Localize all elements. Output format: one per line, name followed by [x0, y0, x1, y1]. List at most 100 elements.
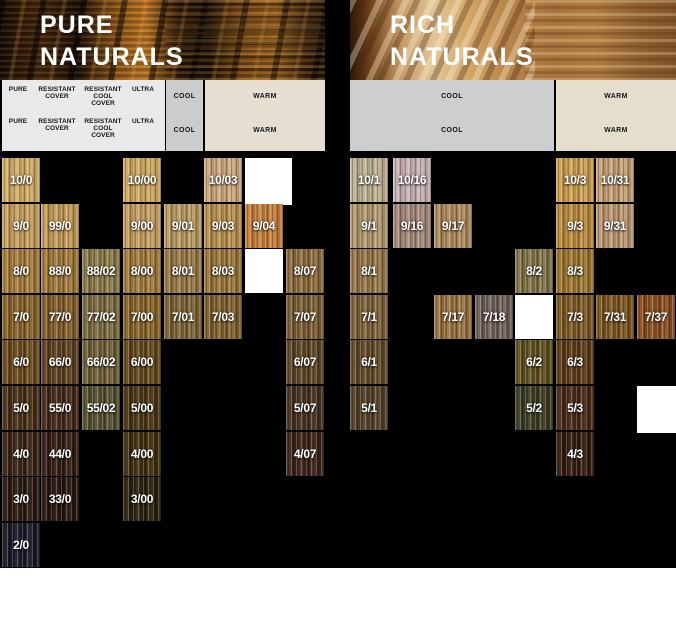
cool-label: COOL: [173, 127, 196, 134]
swatch-7-0: 7/0: [2, 295, 40, 339]
swatch-blank: [245, 158, 292, 205]
swatch-10-00: 10/00: [123, 158, 161, 202]
swatch-10-3: 10/3: [556, 158, 594, 202]
rich-naturals-warm-header: WARM WARM: [556, 80, 676, 151]
swatch-5-3: 5/3: [556, 386, 594, 430]
swatch-9-16: 9/16: [393, 204, 431, 248]
swatch-33-0: 33/0: [41, 477, 79, 521]
column-header-resistant-cover: RESISTANT COVER: [38, 86, 76, 100]
swatch-blank: [637, 386, 676, 433]
swatch-9-01: 9/01: [164, 204, 202, 248]
swatch-8-0: 8/0: [2, 249, 40, 293]
swatch-66-02: 66/02: [82, 340, 120, 384]
swatch-55-0: 55/0: [41, 386, 79, 430]
swatch-77-0: 77/0: [41, 295, 79, 339]
cool-label: COOL: [441, 93, 463, 100]
swatch-10-0: 10/0: [2, 158, 40, 202]
swatch-7-17: 7/17: [434, 295, 472, 339]
swatch-10-03: 10/03: [204, 158, 242, 202]
swatch-4-3: 4/3: [556, 432, 594, 476]
swatch-7-1: 7/1: [350, 295, 388, 339]
swatch-blank: [245, 249, 283, 293]
swatch-5-0: 5/0: [2, 386, 40, 430]
swatch-10-16: 10/16: [393, 158, 431, 202]
swatch-8-3: 8/3: [556, 249, 594, 293]
shade-chart-board: PURE NATURALS RICH NATURALS PURE PURE RESI…: [0, 0, 676, 568]
swatch-5-00: 5/00: [123, 386, 161, 430]
swatch-7-00: 7/00: [123, 295, 161, 339]
swatch-2-0: 2/0: [2, 523, 40, 567]
swatch-4-0: 4/0: [2, 432, 40, 476]
swatch-3-0: 3/0: [2, 477, 40, 521]
swatch-9-00: 9/00: [123, 204, 161, 248]
column-header-resistant-cool-cover: RESISTANT COOL COVER: [84, 86, 122, 107]
swatch-4-00: 4/00: [123, 432, 161, 476]
swatch-7-07: 7/07: [286, 295, 324, 339]
swatch-6-00: 6/00: [123, 340, 161, 384]
swatch-9-03: 9/03: [204, 204, 242, 248]
warm-label: WARM: [604, 127, 628, 134]
rich-naturals-photo: [350, 0, 676, 80]
warm-label: WARM: [253, 127, 277, 134]
pure-naturals-photo: [0, 0, 325, 80]
swatch-6-0: 6/0: [2, 340, 40, 384]
swatch-66-0: 66/0: [41, 340, 79, 384]
cool-label: COOL: [173, 93, 196, 100]
column-header-resistant-cover: RESISTANT COVER: [38, 118, 76, 132]
pure-naturals-cool-header: COOL COOL: [166, 80, 203, 151]
swatch-6-3: 6/3: [556, 340, 594, 384]
swatch-88-02: 88/02: [82, 249, 120, 293]
swatch-6-2: 6/2: [515, 340, 553, 384]
swatch-7-01: 7/01: [164, 295, 202, 339]
swatch-9-04: 9/04: [245, 204, 283, 248]
swatch-44-0: 44/0: [41, 432, 79, 476]
swatch-88-0: 88/0: [41, 249, 79, 293]
swatch-99-0: 99/0: [41, 204, 79, 248]
warm-label: WARM: [604, 93, 628, 100]
pure-naturals-warm-header: WARM WARM: [205, 80, 325, 151]
swatch-9-1: 9/1: [350, 204, 388, 248]
swatch-10-31: 10/31: [596, 158, 634, 202]
swatch-8-07: 8/07: [286, 249, 324, 293]
rich-naturals-cool-header: COOL COOL: [350, 80, 554, 151]
pure-naturals-column-header-box: PURE PURE RESISTANT COVER RESISTANT COVER RESI…: [2, 80, 165, 151]
swatch-9-3: 9/3: [556, 204, 594, 248]
swatch-7-3: 7/3: [556, 295, 594, 339]
swatch-9-0: 9/0: [2, 204, 40, 248]
column-header-pure: PURE: [8, 86, 28, 93]
title-line: NATURALS: [390, 43, 534, 71]
swatch-7-37: 7/37: [637, 295, 675, 339]
swatch-9-31: 9/31: [596, 204, 634, 248]
swatch-10-1: 10/1: [350, 158, 388, 202]
column-header-resistant-cool-cover: RESISTANT COOL COVER: [84, 118, 122, 139]
warm-label: WARM: [253, 93, 277, 100]
swatch-7-18: 7/18: [475, 295, 513, 339]
swatch-5-1: 5/1: [350, 386, 388, 430]
title-line: PURE: [40, 11, 114, 39]
swatch-blank: [515, 295, 553, 339]
swatch-55-02: 55/02: [82, 386, 120, 430]
cool-label: COOL: [441, 127, 463, 134]
swatch-8-03: 8/03: [204, 249, 242, 293]
swatch-7-03: 7/03: [204, 295, 242, 339]
swatch-3-00: 3/00: [123, 477, 161, 521]
swatch-8-1: 8/1: [350, 249, 388, 293]
swatch-5-07: 5/07: [286, 386, 324, 430]
swatch-4-07: 4/07: [286, 432, 324, 476]
rich-naturals-title: RICH NATURALS: [390, 9, 534, 73]
swatch-7-31: 7/31: [596, 295, 634, 339]
swatch-8-2: 8/2: [515, 249, 553, 293]
swatch-8-01: 8/01: [164, 249, 202, 293]
swatch-5-2: 5/2: [515, 386, 553, 430]
column-header-ultra: ULTRA: [131, 118, 155, 125]
title-line: NATURALS: [40, 43, 184, 71]
swatch-77-02: 77/02: [82, 295, 120, 339]
column-header-ultra: ULTRA: [131, 86, 155, 93]
swatch-6-1: 6/1: [350, 340, 388, 384]
swatch-6-07: 6/07: [286, 340, 324, 384]
column-header-pure: PURE: [8, 118, 28, 125]
swatch-8-00: 8/00: [123, 249, 161, 293]
pure-naturals-title: PURE NATURALS: [40, 9, 184, 73]
swatch-9-17: 9/17: [434, 204, 472, 248]
